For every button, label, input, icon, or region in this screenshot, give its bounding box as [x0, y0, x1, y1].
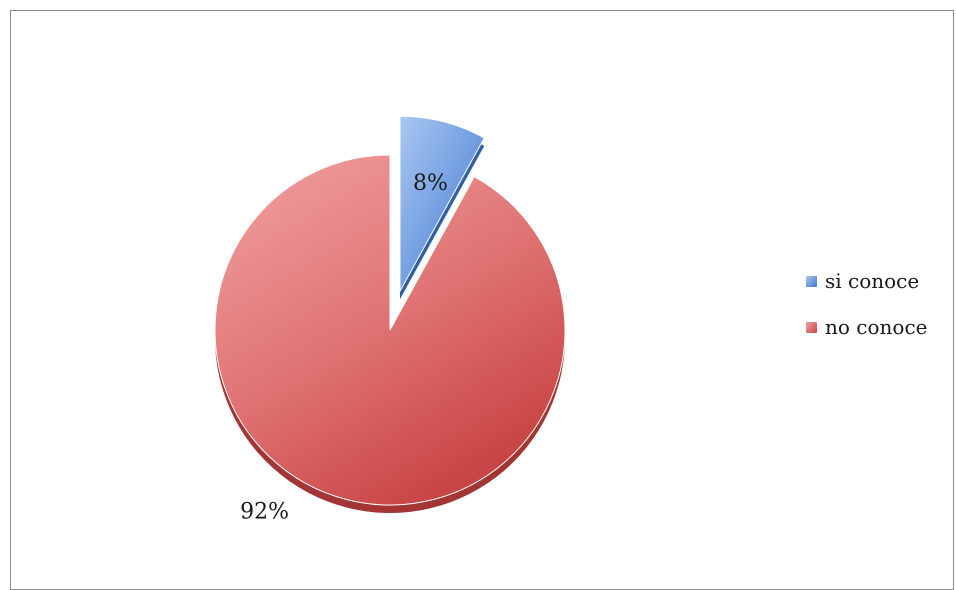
pie-label-si-conoce: 8%: [413, 171, 448, 196]
pie-chart: 8% 92%: [214, 115, 566, 525]
pie-label-no-conoce: 92%: [240, 500, 289, 525]
legend-item-si-conoce: si conoce: [806, 264, 927, 298]
pie-slice-no-conoce: [214, 154, 566, 506]
legend-swatch-red: [806, 321, 817, 333]
legend: si conoce no conoce: [806, 264, 927, 356]
legend-item-no-conoce: no conoce: [806, 310, 927, 344]
legend-label-no-conoce: no conoce: [825, 315, 928, 339]
pie-slice-si-conoce: [399, 115, 485, 292]
legend-swatch-blue: [806, 275, 817, 287]
legend-label-si-conoce: si conoce: [825, 269, 920, 293]
